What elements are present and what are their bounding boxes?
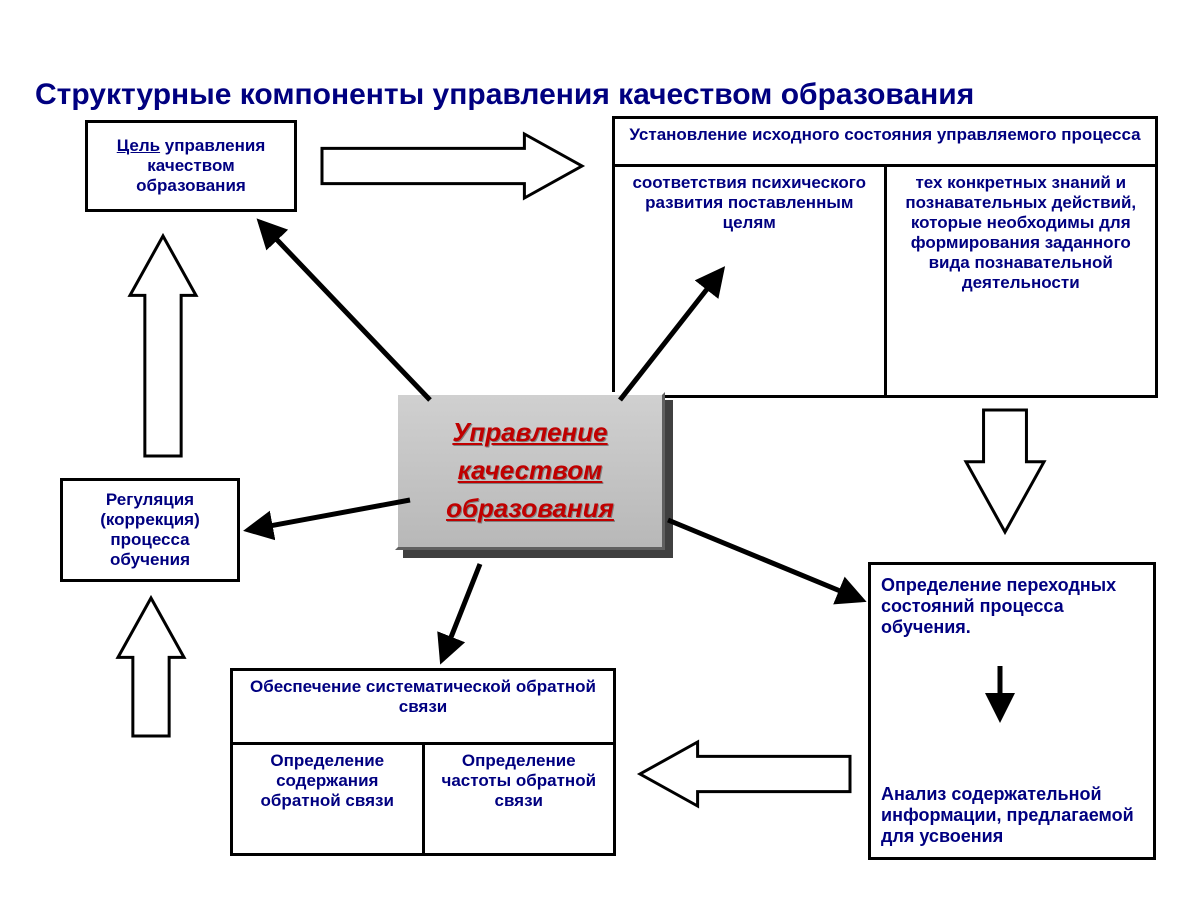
center-box: Управление качеством образования	[395, 392, 665, 550]
arrow-center-to-feedback	[442, 564, 480, 660]
feedback-cell-2: Определение частоты обратной связи	[425, 745, 614, 853]
box-regulation-text: Регуляция (коррекция) процесса обучения	[71, 490, 229, 570]
box-goal-text: Цель управления качеством образования	[96, 136, 286, 196]
arrow-feedback-to-regulation	[118, 598, 184, 736]
box-goal: Цель управления качеством образования	[85, 120, 297, 212]
arrow-regulation-to-goal	[130, 236, 196, 456]
arrow-goal-to-initial	[322, 134, 582, 198]
arrow-initial-to-analysis	[966, 410, 1044, 532]
box-regulation: Регуляция (коррекция) процесса обучения	[60, 478, 240, 582]
arrow-analysis-to-feedback	[640, 742, 850, 806]
box-analysis: Определение переходных состояний процесс…	[868, 562, 1156, 860]
center-line-2: качеством	[458, 452, 603, 490]
feedback-header: Обеспечение систематической обратной свя…	[233, 671, 613, 745]
arrow-center-to-regulation	[248, 500, 410, 530]
feedback-cell-1: Определение содержания обратной связи	[233, 745, 425, 853]
arrow-center-to-goal	[260, 222, 430, 400]
box-initial-state: Установление исходного состояния управля…	[612, 116, 1158, 398]
initial-state-cell-1: соответствия психического развития поста…	[615, 167, 887, 395]
initial-state-header: Установление исходного состояния управля…	[615, 119, 1155, 167]
center-line-1: Управление	[452, 414, 607, 452]
analysis-line-2: Анализ содержательной информации, предла…	[881, 784, 1143, 847]
center-line-3: образования	[446, 490, 614, 528]
diagram-title: Структурные компоненты управления качест…	[35, 78, 974, 112]
box-goal-underlined: Цель	[117, 136, 160, 155]
analysis-line-1: Определение переходных состояний процесс…	[881, 575, 1143, 638]
box-feedback: Обеспечение систематической обратной свя…	[230, 668, 616, 856]
arrow-center-to-analysis	[668, 520, 862, 600]
initial-state-cell-2: тех конкретных знаний и познавательных д…	[887, 167, 1156, 395]
